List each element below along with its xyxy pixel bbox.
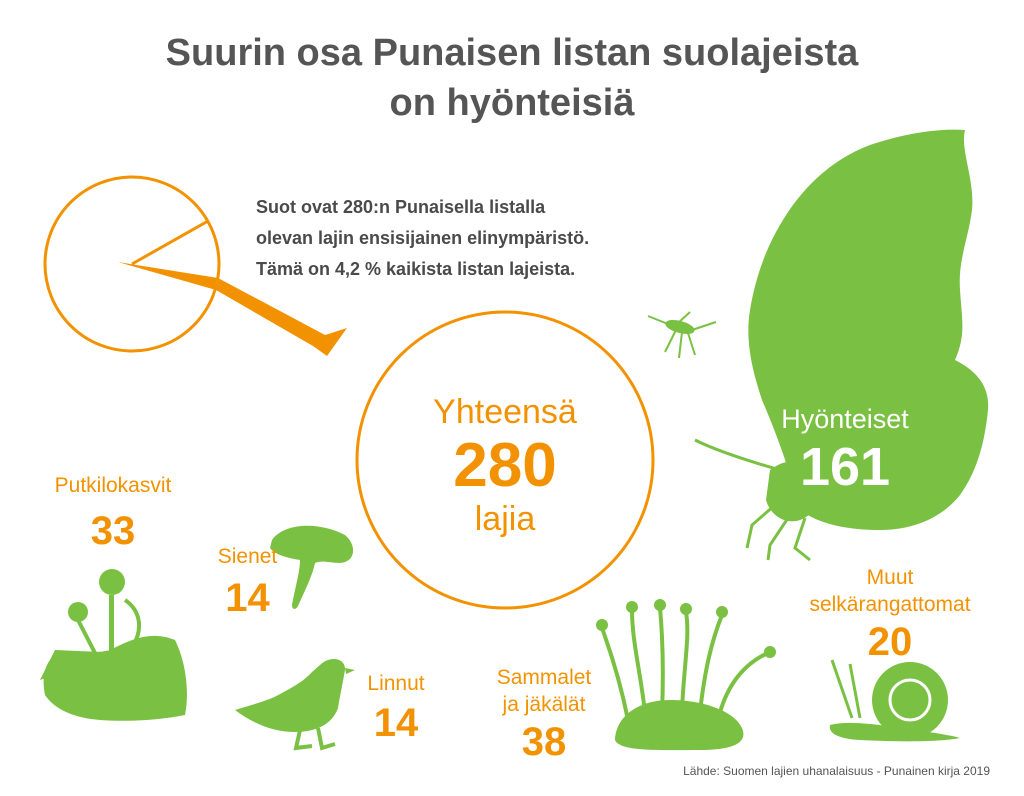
insects-label: Hyönteiset 161 — [750, 402, 940, 498]
description-line-3: Tämä on 4,2 % kaikista listan lajeista. — [256, 259, 576, 279]
insects-value: 161 — [799, 437, 891, 497]
title-line-2: on hyönteisiä — [389, 82, 635, 124]
plant-icon — [40, 569, 187, 721]
fungi-value: 14 — [225, 576, 270, 620]
other-invertebrates-value: 20 — [867, 620, 913, 664]
mosses-lichens-value: 38 — [521, 720, 567, 764]
description: Suot ovat 280:n Punaisella listalla olev… — [256, 192, 716, 285]
other-invertebrates-name-2: selkärangattomat — [809, 593, 971, 616]
mosses-lichens-name-1: Sammalet — [496, 666, 592, 689]
vascular-plants-name: Putkilokasvit — [54, 474, 172, 497]
fungi-name: Sienet — [217, 545, 278, 568]
insects-name: Hyönteiset — [781, 404, 909, 434]
birds-name: Linnut — [367, 672, 425, 695]
other-invertebrates-label: Muut selkärangattomat 20 — [790, 564, 990, 666]
fungi-label: Sienet 14 — [205, 543, 290, 622]
other-invertebrates-name-1: Muut — [866, 566, 914, 589]
mosses-lichens-name-2: ja jäkälät — [502, 693, 586, 716]
birds-value: 14 — [373, 701, 419, 745]
page-title: Suurin osa Punaisen listan suolajeista o… — [0, 28, 1024, 128]
mosses-lichens-label: Sammalet ja jäkälät 38 — [474, 664, 614, 766]
total-value: 280 — [453, 431, 557, 500]
moss-icon — [596, 599, 776, 751]
total-label: Yhteensä 280 lajia — [380, 392, 630, 538]
birds-label: Linnut 14 — [352, 670, 440, 747]
total-label-text: Yhteensä — [433, 393, 577, 431]
description-line-2: olevan lajin ensisijainen elinympäristö. — [256, 228, 590, 248]
mosquito-icon — [647, 311, 717, 359]
mushroom-icon — [270, 525, 354, 609]
total-circle — [355, 310, 655, 610]
total-unit: lajia — [474, 500, 536, 538]
title-line-1: Suurin osa Punaisen listan suolajeista — [165, 32, 859, 74]
vascular-plants-value: 33 — [90, 509, 136, 553]
arrow-icon — [118, 262, 347, 356]
grouse-icon — [235, 658, 355, 751]
snail-icon — [829, 659, 960, 742]
source-note: Lähde: Suomen lajien uhanalaisuus - Puna… — [683, 764, 990, 778]
butterfly-icon — [694, 129, 989, 562]
share-wedge-edge — [131, 219, 209, 266]
description-line-1: Suot ovat 280:n Punaisella listalla — [256, 197, 546, 217]
vascular-plants-label: Putkilokasvit 33 — [28, 472, 198, 555]
all-species-circle — [43, 175, 221, 353]
